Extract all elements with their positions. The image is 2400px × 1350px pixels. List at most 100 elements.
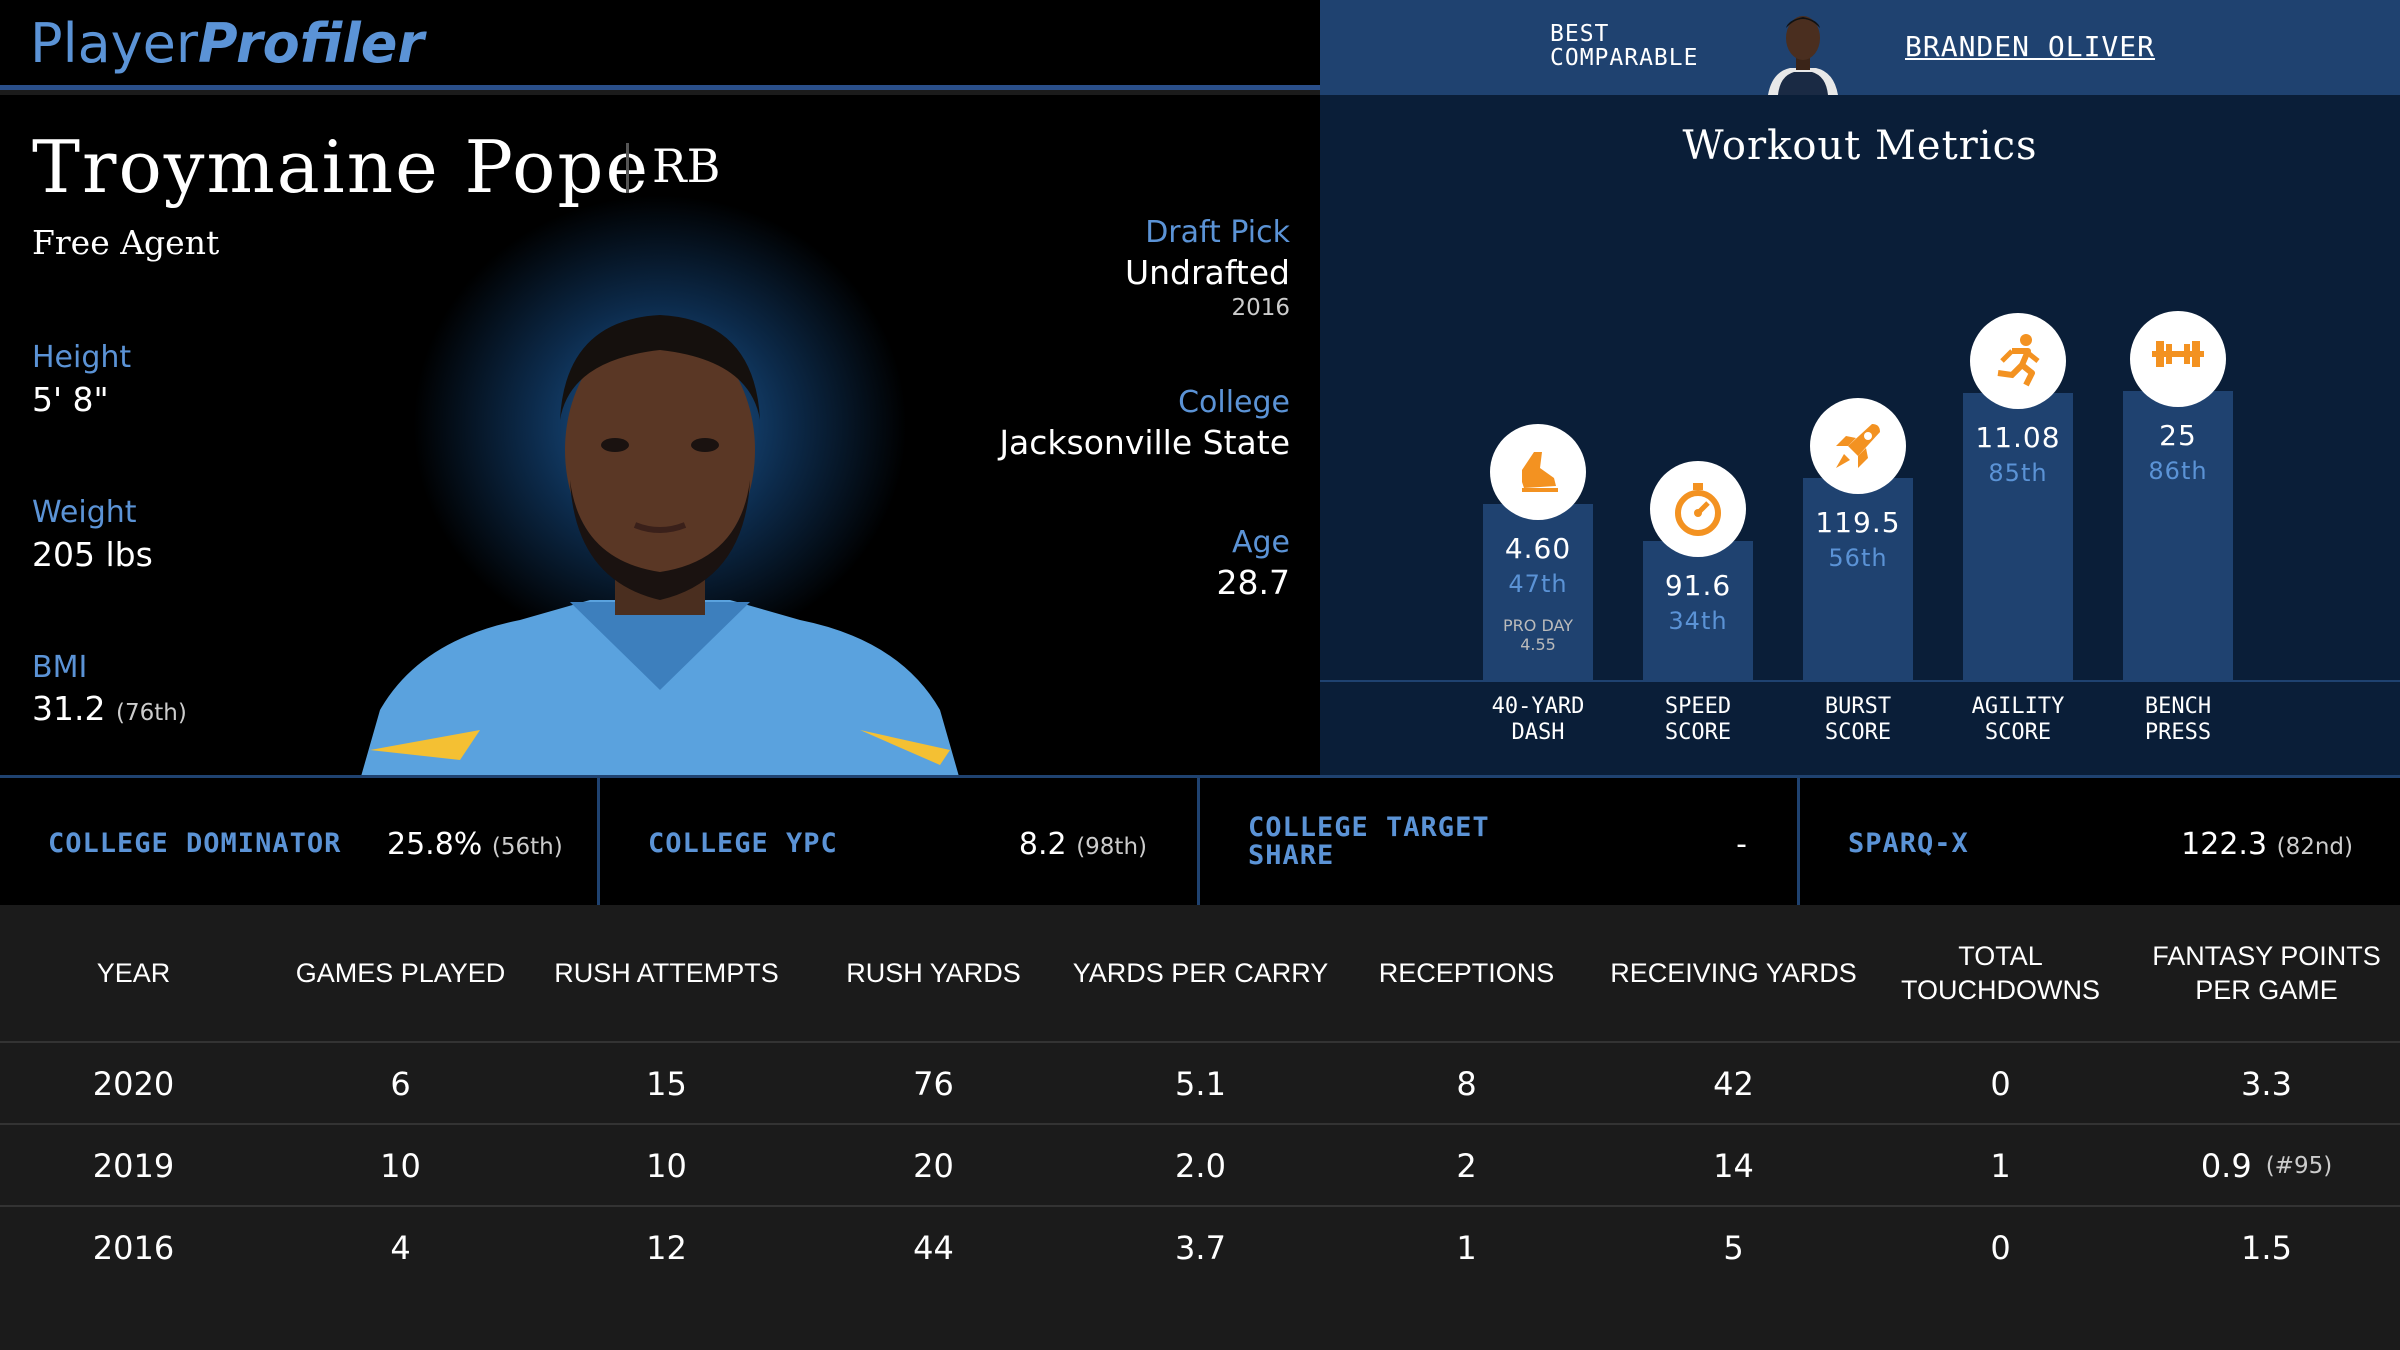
weight-value: 205 lbs — [32, 535, 153, 574]
college-ypc-value: 8.2 (98th) — [1018, 827, 1147, 862]
bmi-label: BMI — [32, 650, 88, 685]
runner-icon — [1997, 334, 2040, 387]
college-target-share-cell: COLLEGE TARGET SHARE - — [1200, 778, 1800, 905]
table-cell: 1.5 — [2241, 1229, 2292, 1267]
column-header[interactable]: GAMES PLAYED — [295, 958, 506, 988]
rocket-icon — [1836, 424, 1880, 468]
player-name: Troymaine Pope — [32, 125, 651, 209]
column-header[interactable]: TOTAL TOUCHDOWNS — [1901, 941, 2100, 1005]
column-header[interactable]: RUSH ATTEMPTS — [554, 958, 779, 988]
metric-percentile: 34th — [1668, 607, 1728, 635]
table-cell: 1 — [1990, 1147, 2011, 1185]
shoe-icon — [1522, 452, 1558, 492]
college-ypc-label: COLLEGE YPC — [648, 828, 838, 859]
college-label: College — [1178, 385, 1290, 420]
bmi-rank: (76th) — [115, 700, 187, 726]
workout-bar-speed: 91.6 34th — [1643, 541, 1753, 680]
pro-day-value: 4.55 — [1520, 635, 1556, 654]
table-row: 2016 4 12 44 3.7 1 5 0 1.5 — [0, 1205, 2400, 1287]
age-label: Age — [1231, 525, 1290, 560]
metric-value: 91.6 — [1664, 569, 1732, 602]
column-header[interactable]: YARDS PER CARRY — [1072, 958, 1329, 988]
table-cell: 2 — [1456, 1147, 1477, 1185]
metric-value: 25 — [2159, 419, 2197, 452]
table-row: 2019 10 10 20 2.0 2 14 1 0.9 (#95) — [0, 1123, 2400, 1205]
metric-percentile: 56th — [1828, 544, 1888, 572]
season-stats-table: YEAR GAMES PLAYED RUSH ATTEMPTS RUSH YARDS Y… — [0, 905, 2400, 1350]
weight-label: Weight — [32, 495, 137, 530]
table-row: 2020 6 15 76 5.1 8 42 0 3.3 — [0, 1041, 2400, 1123]
best-comparable-bar: BEST COMPARABLE BRANDEN OLIVER — [1320, 0, 2400, 95]
sparq-x-cell: SPARQ-X 122.3 (82nd) — [1800, 778, 2400, 905]
metric-percentile: 85th — [1988, 459, 2048, 487]
fantasy-rank: (#95) — [2265, 1153, 2333, 1179]
workout-bar-agility: 11.08 85th — [1963, 393, 2073, 680]
college-dominator-value: 25.8% (56th) — [387, 827, 563, 862]
workout-bar-40-yard: 4.60 47th PRO DAY 4.55 — [1483, 504, 1593, 680]
table-cell: 3.3 — [2241, 1065, 2292, 1103]
rocket-icon-bubble — [1810, 398, 1906, 494]
column-header[interactable]: YEAR — [96, 958, 171, 988]
workout-bar-bench: 25 86th — [2123, 391, 2233, 680]
draft-label: Draft Pick — [1145, 215, 1290, 250]
college-ypc-cell: COLLEGE YPC 8.2 (98th) — [600, 778, 1200, 905]
metric-percentile: 86th — [2148, 457, 2208, 485]
header-bar: PlayerProfiler — [0, 0, 1320, 90]
pro-day-label: PRO DAY — [1503, 616, 1573, 635]
metric-caption: SPEED SCORE — [1664, 694, 1732, 745]
table-cell: 20 — [913, 1147, 954, 1185]
player-team: Free Agent — [32, 223, 220, 262]
college-dominator-label: COLLEGE DOMINATOR — [48, 828, 342, 859]
table-cell: 44 — [913, 1229, 954, 1267]
bmi-value: 31.2 (76th) — [32, 689, 187, 728]
comparable-player-link[interactable]: BRANDEN OLIVER — [1905, 30, 2156, 63]
metric-value: 119.5 — [1815, 506, 1901, 539]
player-photo — [361, 315, 959, 775]
table-cell: 2019 — [92, 1147, 175, 1185]
divider — [626, 143, 629, 193]
table-cell: 0 — [1990, 1065, 2011, 1103]
table-cell: 12 — [646, 1229, 687, 1267]
table-cell: 8 — [1456, 1065, 1477, 1103]
workout-title: Workout Metrics — [1682, 123, 2038, 169]
sparq-x-label: SPARQ-X — [1848, 828, 1969, 859]
college-target-share-label: COLLEGE TARGET SHARE — [1248, 812, 1490, 871]
player-panel: Troymaine Pope RB Free Agent Height 5' 8… — [0, 95, 1320, 775]
college-dominator-cell: COLLEGE DOMINATOR 25.8% (56th) — [0, 778, 600, 905]
column-header[interactable]: FANTASY POINTS PER GAME — [2152, 941, 2381, 1005]
table-cell: 0.9 (#95) — [2200, 1147, 2333, 1185]
column-header[interactable]: RUSH YARDS — [846, 958, 1021, 988]
stopwatch-icon — [1675, 483, 1721, 536]
draft-year: 2016 — [1231, 295, 1290, 321]
table-cell: 10 — [380, 1147, 421, 1185]
site-logo[interactable]: PlayerProfiler — [30, 12, 424, 75]
metric-value: 11.08 — [1975, 421, 2061, 454]
height-value: 5' 8" — [32, 380, 109, 419]
workout-bar-burst: 119.5 56th — [1803, 478, 1913, 680]
college-value[interactable]: Jacksonville State — [999, 423, 1290, 462]
metric-caption: 40-YARD DASH — [1491, 694, 1585, 745]
table-cell: 10 — [646, 1147, 687, 1185]
workout-metrics-panel: Workout Metrics 4.60 47th PRO DAY 4.55 40-YA… — [1320, 95, 2400, 775]
table-cell: 76 — [913, 1065, 954, 1103]
metric-caption: BENCH PRESS — [2144, 694, 2212, 745]
college-target-share-value: - — [1736, 827, 1747, 862]
column-header[interactable]: RECEPTIONS — [1378, 958, 1555, 988]
shoe-icon-bubble — [1490, 424, 1586, 520]
draft-value: Undrafted — [1124, 253, 1290, 292]
column-header[interactable]: RECEIVING YARDS — [1610, 958, 1857, 988]
runner-icon-bubble — [1970, 313, 2066, 409]
metric-caption: AGILITY SCORE — [1971, 694, 2065, 745]
table-cell: 14 — [1713, 1147, 1754, 1185]
age-value: 28.7 — [1216, 563, 1290, 602]
table-cell: 5.1 — [1175, 1065, 1226, 1103]
table-cell: 5 — [1723, 1229, 1744, 1267]
comparable-player-photo — [1768, 16, 1838, 95]
best-comparable-label: BEST COMPARABLE — [1550, 21, 1699, 71]
table-cell: 1 — [1456, 1229, 1477, 1267]
metric-caption: BURST SCORE — [1824, 694, 1892, 745]
table-cell: 4 — [390, 1229, 411, 1267]
college-stats-strip: COLLEGE DOMINATOR 25.8% (56th) COLLEGE Y… — [0, 775, 2400, 905]
table-cell: 3.7 — [1175, 1229, 1226, 1267]
